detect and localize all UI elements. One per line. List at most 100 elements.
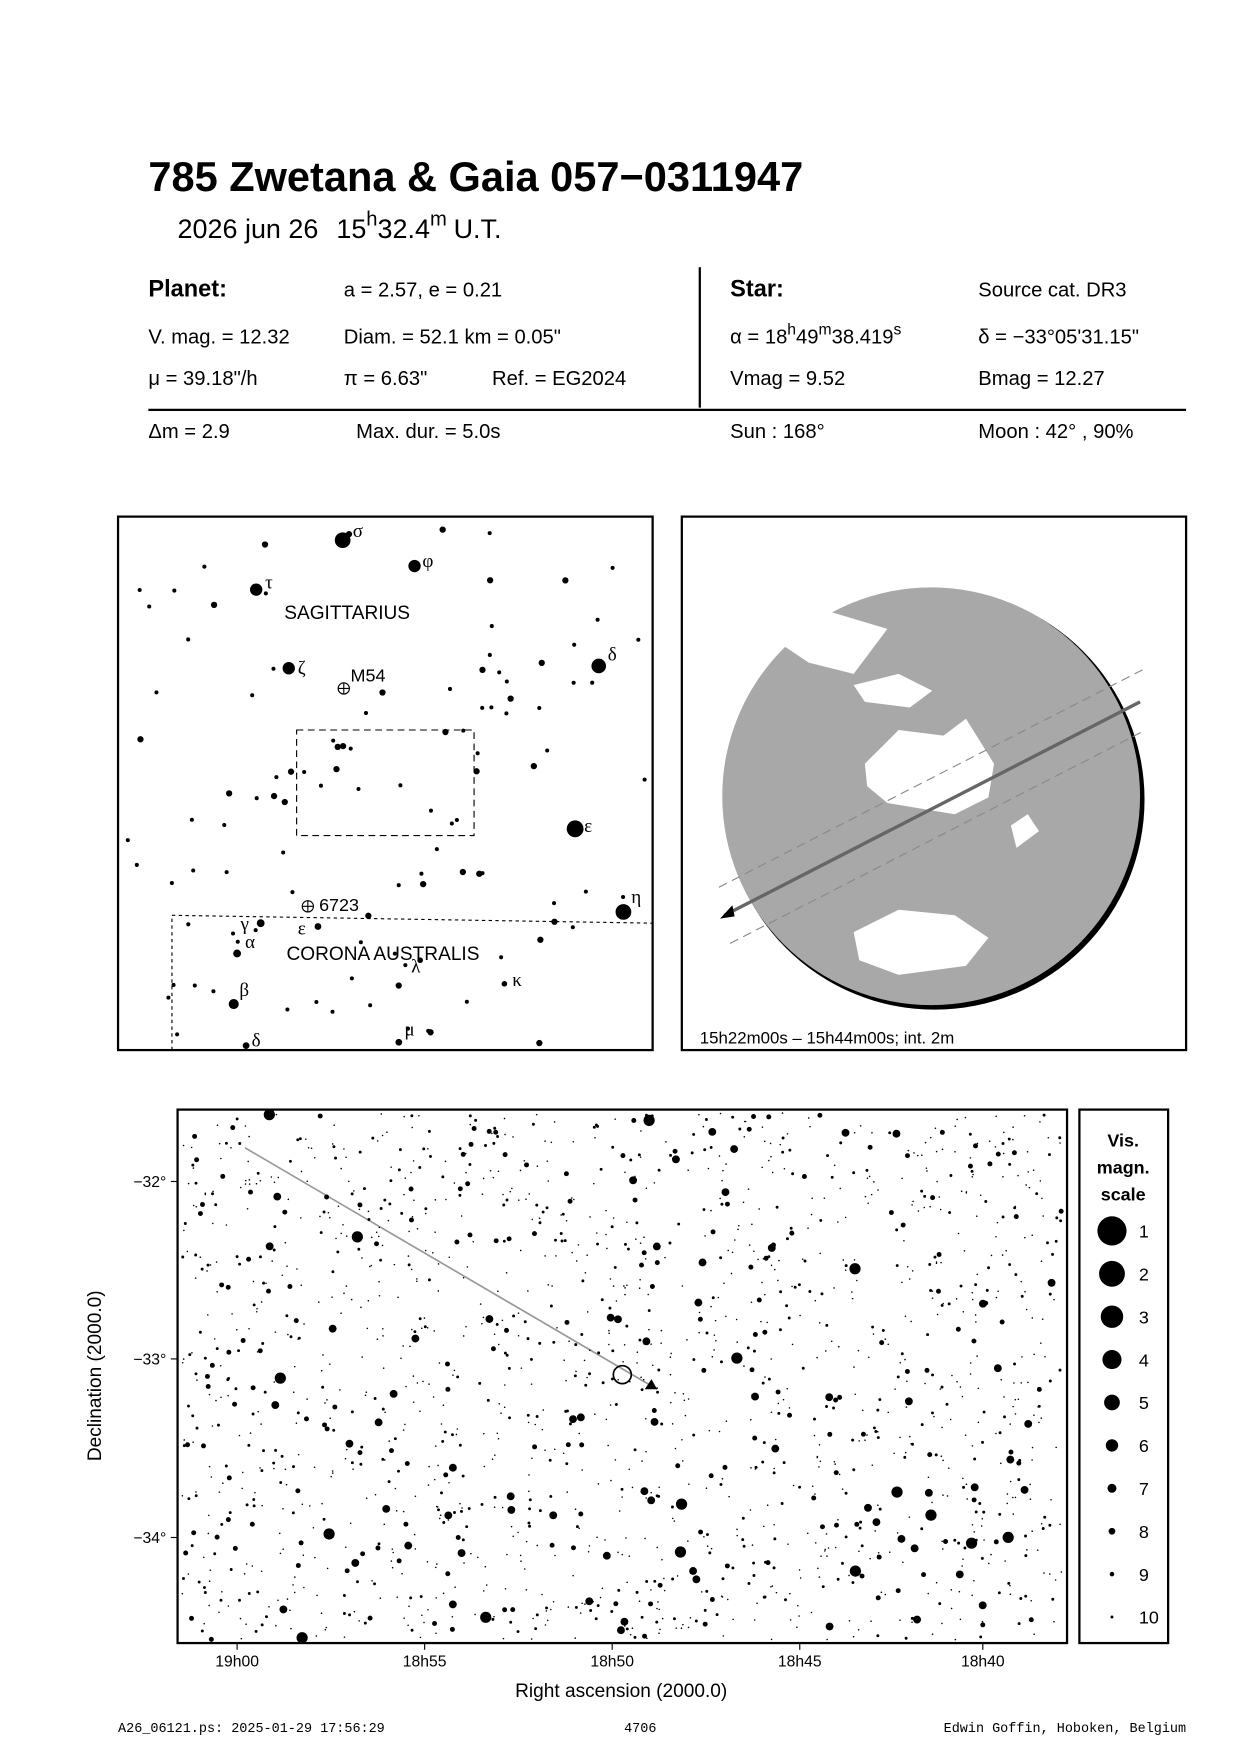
star (1043, 1572, 1045, 1574)
star (935, 1581, 938, 1584)
star (640, 1615, 644, 1619)
star (535, 1113, 538, 1116)
star (851, 1438, 855, 1442)
star (346, 1441, 352, 1447)
star (502, 1193, 504, 1196)
star (576, 1413, 585, 1422)
star (504, 1384, 506, 1386)
star (183, 1439, 186, 1441)
star (420, 1327, 423, 1330)
star (360, 1445, 364, 1449)
star (343, 1148, 345, 1150)
star (1014, 1273, 1018, 1276)
star (924, 1382, 926, 1385)
star (674, 1392, 676, 1394)
star (983, 1539, 985, 1541)
star (671, 1155, 680, 1164)
star (1020, 1485, 1029, 1494)
star (410, 1628, 414, 1632)
star (209, 1362, 215, 1368)
star (1012, 1405, 1014, 1408)
star (181, 1495, 184, 1497)
star (836, 1577, 840, 1581)
star (395, 982, 402, 989)
star (274, 1372, 286, 1384)
star (772, 1471, 776, 1475)
star (281, 850, 286, 855)
star-label: λ (411, 957, 421, 978)
star (504, 1587, 507, 1590)
star (571, 1251, 573, 1254)
star (202, 564, 207, 569)
scale-dot (1109, 1571, 1115, 1577)
star (1031, 1317, 1034, 1319)
star (792, 1484, 795, 1487)
star (809, 1125, 811, 1128)
star (657, 1582, 663, 1588)
star (954, 1151, 956, 1153)
star-label: γ (239, 914, 248, 935)
star (751, 1392, 760, 1401)
star (381, 1244, 384, 1247)
star (941, 1548, 944, 1550)
star (462, 1335, 465, 1337)
star (191, 1163, 195, 1167)
info-table: Planet: a = 2.57, e = 0.21 V. mag. = 12.… (148, 275, 1139, 443)
star (681, 1285, 684, 1287)
star (562, 1452, 565, 1455)
star (777, 1402, 780, 1405)
star (638, 1338, 642, 1342)
star (549, 1511, 558, 1520)
star (526, 1413, 530, 1417)
star (357, 1450, 363, 1456)
star (670, 1352, 672, 1355)
star (553, 1121, 556, 1123)
globe-caption: 15h22m00s – 15h44m00s; int. 2m (700, 1028, 954, 1047)
scale-dot (1102, 1350, 1122, 1370)
star (773, 1268, 776, 1271)
star (761, 1166, 763, 1169)
star (753, 1619, 756, 1621)
star (975, 1321, 977, 1323)
star (1012, 1138, 1014, 1141)
star (383, 1198, 387, 1202)
star (439, 526, 446, 533)
star (942, 1494, 944, 1496)
star (818, 1466, 820, 1468)
star (908, 1278, 911, 1280)
star (694, 1298, 703, 1307)
star (554, 1554, 556, 1557)
scale-dot (1100, 1305, 1124, 1328)
star (857, 1629, 860, 1631)
star (1023, 1115, 1026, 1117)
star (713, 1334, 716, 1336)
star (555, 1255, 557, 1257)
named-star (282, 662, 295, 675)
central-line (723, 700, 1141, 917)
star (864, 1195, 867, 1198)
star (412, 1401, 415, 1403)
star (703, 1535, 705, 1538)
star (492, 1141, 496, 1145)
star (924, 1141, 927, 1144)
star (442, 1592, 445, 1595)
star (710, 1547, 713, 1550)
star (892, 1129, 901, 1138)
star (779, 1143, 782, 1146)
star (620, 1153, 626, 1159)
star (852, 1468, 856, 1472)
star (285, 1483, 288, 1486)
star (670, 1401, 672, 1404)
star (458, 1193, 462, 1197)
star (367, 1218, 371, 1221)
star (287, 1284, 293, 1289)
scale-dot (1108, 1527, 1116, 1535)
star (849, 1263, 861, 1275)
star (938, 1602, 942, 1606)
star (571, 1197, 573, 1199)
star (789, 1226, 793, 1230)
star (613, 1601, 619, 1607)
star (955, 1570, 964, 1579)
star (456, 1375, 460, 1379)
star (1041, 1318, 1044, 1320)
